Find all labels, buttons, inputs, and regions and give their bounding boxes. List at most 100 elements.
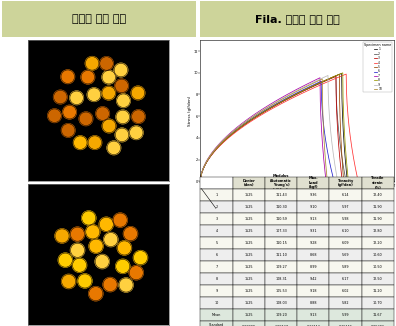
3 [337,155,342,159]
Line: 9: 9 [200,76,338,181]
3 [209,153,214,157]
2 [339,155,344,159]
Circle shape [117,94,130,108]
Circle shape [53,90,67,104]
Line: 5: 5 [200,74,344,181]
3 [340,179,345,183]
8 [205,158,210,162]
Line: 6: 6 [200,81,334,181]
Legend: 1, 2, 3, 4, 5, 6, 7, 8, 9, 10: 1, 2, 3, 4, 5, 6, 7, 8, 9, 10 [363,42,392,92]
4 [351,155,356,158]
8 [344,154,348,158]
3 [306,87,310,91]
Circle shape [62,274,76,289]
Circle shape [99,217,113,231]
Circle shape [124,227,137,241]
6 [221,139,226,143]
Circle shape [86,225,100,239]
9 [299,86,304,90]
1 [255,113,260,117]
3 [224,137,228,141]
10 [323,156,327,159]
Text: Fila. 강신도 평가 결과: Fila. 강신도 평가 결과 [255,14,340,24]
Circle shape [61,124,75,137]
6 [198,179,203,183]
2 [253,115,258,119]
Circle shape [100,57,113,70]
9 [204,159,209,163]
5 [255,114,259,118]
6 [208,154,213,158]
7 [324,179,328,183]
10 [248,117,252,121]
Line: 10: 10 [200,79,327,181]
Circle shape [116,259,130,274]
2 [333,74,338,78]
10 [320,77,325,81]
Line: 1: 1 [200,73,347,181]
Circle shape [95,255,109,269]
9 [198,179,203,183]
7 [204,159,209,163]
6 [319,79,324,83]
Circle shape [119,278,133,292]
Circle shape [115,79,128,93]
10 [221,138,226,142]
4 [314,85,318,89]
1 [345,179,350,183]
Circle shape [79,112,93,126]
Circle shape [131,86,145,100]
Text: 단면적 분석 결과: 단면적 분석 결과 [72,14,126,24]
3 [198,179,203,183]
Circle shape [63,105,76,119]
9 [208,153,213,157]
10 [295,89,299,93]
8 [311,84,316,88]
2 [306,87,310,91]
5 [339,155,344,158]
9 [223,137,227,141]
7 [321,155,326,159]
6 [247,118,252,122]
6 [204,160,209,164]
8 [209,152,214,156]
8 [346,179,351,183]
Circle shape [102,70,116,84]
1 [339,71,344,75]
10 [325,179,330,183]
Line: 2: 2 [200,76,346,181]
2 [344,179,348,183]
7 [293,88,298,92]
Circle shape [70,227,84,241]
2 [205,159,209,163]
4 [206,158,210,162]
4 [257,114,262,118]
Circle shape [96,107,109,120]
6 [294,91,299,95]
4 [198,179,203,183]
Circle shape [87,88,101,101]
Line: 7: 7 [200,78,326,181]
5 [308,85,313,89]
7 [198,179,203,183]
1 [209,152,214,156]
4 [344,72,348,76]
2 [198,179,203,183]
6 [332,179,337,183]
10 [208,154,213,157]
Circle shape [89,239,103,253]
Line: 4: 4 [200,74,358,181]
5 [205,159,210,163]
Circle shape [103,277,117,292]
Circle shape [117,241,131,255]
Circle shape [102,86,116,100]
Y-axis label: Stress (gf/den): Stress (gf/den) [188,96,192,126]
Circle shape [58,253,72,267]
1 [198,179,203,183]
6 [326,156,331,160]
8 [341,71,345,75]
Circle shape [115,128,129,142]
3 [205,159,209,163]
Circle shape [81,70,95,84]
10 [198,179,203,183]
